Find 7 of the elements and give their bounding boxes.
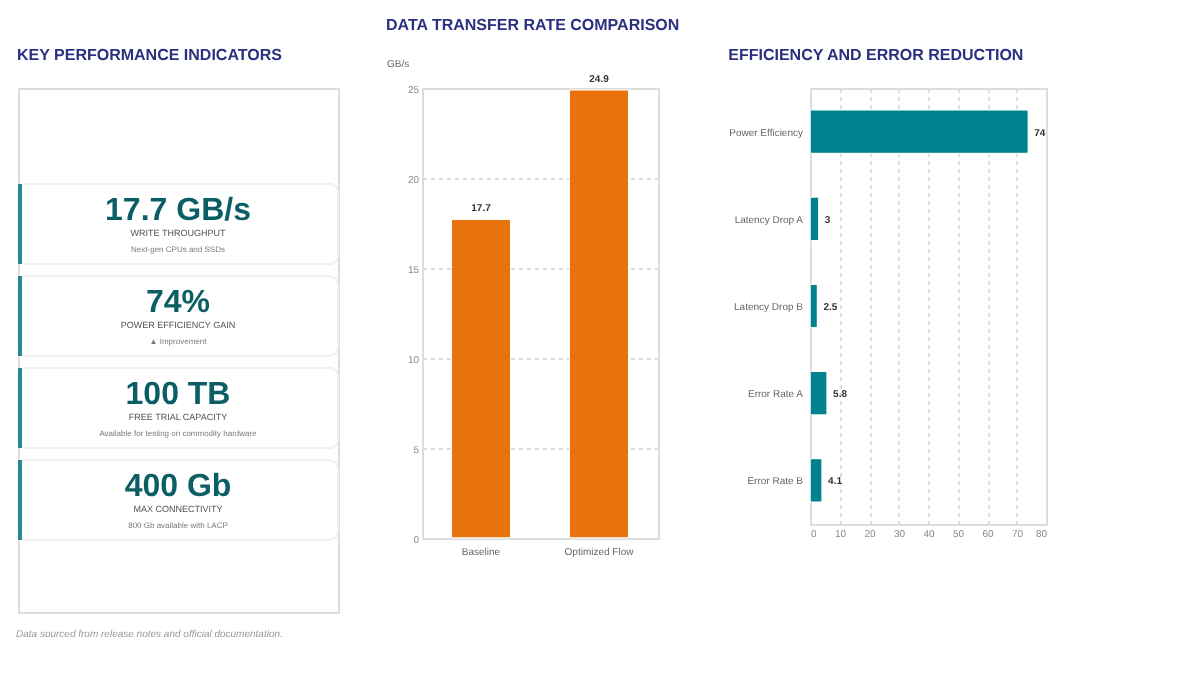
text: 74% [145, 286, 211, 320]
text: 400 Gb [124, 470, 232, 504]
chart-title: EFFICIENCY AND ERROR REDUCTION [728, 46, 1024, 64]
text: 17.7 GB/s [105, 194, 252, 228]
text: KEY PERFORMANCE INDICATORS [17, 46, 284, 64]
chart-title: DATA TRANSFER RATE COMPARISON [386, 16, 680, 34]
text: 100 TB [125, 378, 231, 412]
